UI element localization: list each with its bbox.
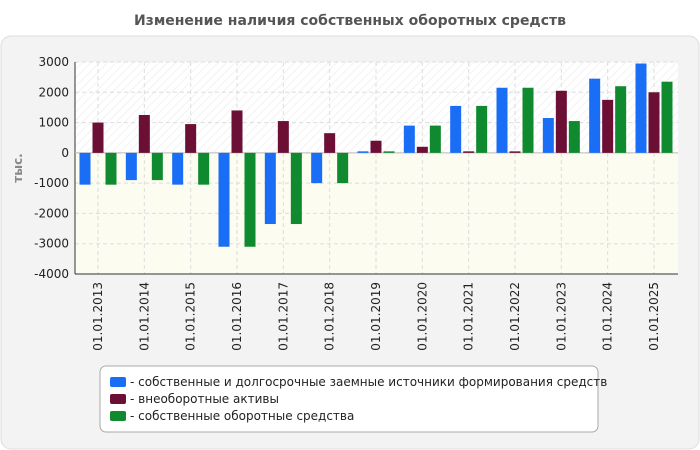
x-tick-label: 01.01.2025: [647, 282, 661, 351]
y-tick-label: 3000: [38, 55, 69, 69]
bar-series-1-01.01.2020: [403, 125, 415, 153]
bar-series-3-01.01.2020: [429, 125, 441, 153]
bar-series-2-01.01.2021: [463, 151, 475, 153]
legend-label: - внеоборотные активы: [130, 392, 279, 406]
legend-swatch: [110, 394, 126, 404]
legend-swatch: [110, 377, 126, 387]
legend-swatch: [110, 411, 126, 421]
y-tick-label: -3000: [34, 237, 69, 251]
x-tick-labels: 01.01.2013 01.01.2014 01.01.2015 01.01.2016…: [91, 282, 661, 351]
legend-label: - собственные оборотные средства: [130, 409, 354, 423]
bar-series-2-01.01.2015: [185, 124, 197, 153]
chart-title: Изменение наличия собственных оборотных …: [134, 13, 566, 29]
bar-series-2-01.01.2018: [324, 133, 336, 153]
x-tick-label: 01.01.2018: [323, 282, 337, 351]
legend-items: - собственные и долгосрочные заемные ист…: [110, 375, 607, 423]
bar-series-2-01.01.2019: [370, 140, 382, 153]
x-tick-label: 01.01.2023: [554, 282, 568, 351]
bar-series-1-01.01.2022: [496, 87, 508, 153]
bar-series-1-01.01.2018: [311, 152, 323, 184]
bar-series-1-01.01.2023: [542, 118, 554, 153]
bar-series-1-01.01.2024: [589, 78, 601, 153]
y-tick-labels: 3000 2000 1000 0 -1000 -2000 -3000 -4000: [34, 55, 69, 281]
bar-series-3-01.01.2016: [244, 152, 256, 247]
bar-series-1-01.01.2013: [79, 152, 91, 185]
bar-series-3-01.01.2023: [568, 121, 580, 153]
x-tick-label: 01.01.2016: [230, 282, 244, 351]
bar-series-1-01.01.2017: [264, 152, 276, 225]
x-tick-label: 01.01.2019: [369, 282, 383, 351]
bar-series-3-01.01.2024: [615, 86, 627, 153]
y-tick-label: -4000: [34, 267, 69, 281]
x-tick-label: 01.01.2017: [276, 282, 290, 351]
bar-series-3-01.01.2021: [476, 105, 488, 153]
bar-series-3-01.01.2015: [198, 152, 210, 185]
bar-series-3-01.01.2019: [383, 151, 395, 153]
x-tick-label: 01.01.2021: [462, 282, 476, 351]
bar-series-2-01.01.2024: [602, 99, 614, 153]
bar-series-2-01.01.2014: [138, 115, 150, 153]
x-tick-label: 01.01.2022: [508, 282, 522, 351]
bar-series-2-01.01.2017: [277, 121, 289, 153]
y-tick-label: -2000: [34, 206, 69, 220]
y-axis-label: тыс.: [11, 153, 25, 182]
bar-series-1-01.01.2019: [357, 151, 369, 153]
y-tick-label: 2000: [38, 85, 69, 99]
bar-series-1-01.01.2021: [450, 105, 462, 153]
bar-series-1-01.01.2016: [218, 152, 230, 247]
bar-series-3-01.01.2014: [151, 152, 163, 181]
bar-series-2-01.01.2025: [648, 92, 660, 153]
bar-series-3-01.01.2022: [522, 87, 534, 153]
bar-series-2-01.01.2013: [92, 122, 104, 153]
x-tick-label: 01.01.2014: [137, 282, 151, 351]
bar-series-2-01.01.2022: [509, 151, 521, 153]
bar-series-1-01.01.2014: [125, 152, 137, 181]
bar-series-1-01.01.2015: [172, 152, 184, 185]
x-tick-label: 01.01.2015: [184, 282, 198, 351]
y-tick-label: 0: [61, 146, 69, 160]
bar-series-2-01.01.2023: [555, 90, 567, 153]
bar-series-1-01.01.2025: [635, 63, 647, 153]
y-tick-label: 1000: [38, 116, 69, 130]
x-tick-label: 01.01.2013: [91, 282, 105, 351]
bar-series-3-01.01.2017: [290, 152, 302, 225]
x-tick-label: 01.01.2024: [601, 282, 615, 351]
bar-series-2-01.01.2020: [416, 146, 428, 153]
legend-label: - собственные и долгосрочные заемные ист…: [130, 375, 607, 389]
legend: [99, 365, 599, 433]
bar-series-3-01.01.2013: [105, 152, 117, 185]
bar-series-3-01.01.2025: [661, 81, 673, 153]
bars: [79, 63, 673, 247]
x-tick-label: 01.01.2020: [415, 282, 429, 351]
y-tick-label: -1000: [34, 176, 69, 190]
bar-series-3-01.01.2018: [337, 152, 349, 184]
bar-series-2-01.01.2016: [231, 110, 243, 153]
